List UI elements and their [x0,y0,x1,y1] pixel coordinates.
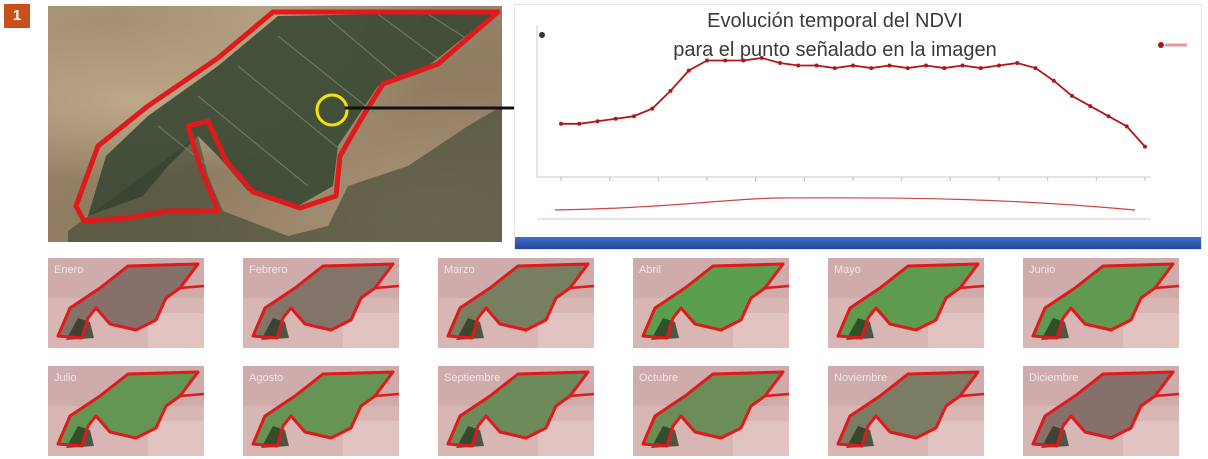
ndvi-point [960,63,965,68]
ndvi-point [759,55,764,60]
thumbnail-month-label: Febrero [249,264,288,276]
thumbnail-month-label: Noviembre [834,372,888,384]
overview-line [554,197,1136,211]
ndvi-point [632,114,636,119]
ndvi-point [997,63,1001,68]
ndvi-point [832,66,837,71]
inner-cut [68,106,502,242]
thumbnail-image [828,366,984,456]
chart-title-line2: para el punto señalado en la imagen [673,39,997,61]
thumbnail-marzo: Marzo [438,258,594,348]
ndvi-point [595,119,600,124]
ndvi-point [1070,93,1074,98]
ndvi-point [705,58,709,63]
thumbnail-image [438,366,594,456]
thumbnail-month-label: Septiembre [444,372,501,384]
ndvi-chart [536,25,1151,220]
legend-marker [1158,42,1187,48]
thumbnail-image [1023,366,1179,456]
ndvi-point [1124,124,1129,129]
chart-dot [539,32,545,38]
thumbnail-image [48,366,204,456]
ndvi-point [1033,66,1038,71]
parcel-area [88,12,496,216]
chart-title: Evolución temporal del NDVI para el punt… [615,7,1055,65]
thumbnail-image [243,258,399,348]
ndvi-point [796,63,801,68]
ndvi-line [561,57,1146,148]
ndvi-point [577,121,582,126]
thumbnail-octubre: Octubre [633,366,789,456]
thumbnail-image [633,258,789,348]
thumbnail-month-label: Abril [639,264,662,276]
thumbnail-image [48,258,204,348]
ndvi-point [613,116,618,121]
thumbnail-image [828,258,984,348]
thumbnail-julio: Julio [48,366,204,456]
ndvi-point [1106,114,1111,119]
thumbnail-month-label: Enero [54,264,84,276]
selected-point-marker [315,93,349,127]
thumbnail-image [1023,258,1179,348]
thumbnail-month-label: Mayo [834,264,861,276]
thumbnail-enero: Enero [48,258,204,348]
thumbnail-month-label: Junio [1029,264,1056,276]
thumbnail-agosto: Agosto [243,366,399,456]
ndvi-point [723,58,728,63]
thumbnail-junio: Junio [1023,258,1179,348]
ndvi-point [741,58,746,63]
thumbnail-diciembre: Diciembre [1023,366,1179,456]
thumbnail-month-label: Marzo [444,264,475,276]
parcel-overlay [68,9,502,242]
ndvi-point [978,66,983,71]
thumbnail-month-label: Diciembre [1029,372,1079,384]
ndvi-point [942,66,947,71]
ndvi-point [887,63,892,68]
thumbnail-mayo: Mayo [828,258,984,348]
thumbnail-image [243,366,399,456]
ndvi-point [869,66,874,71]
ndvi-point [668,88,673,93]
ndvi-point [1143,144,1147,149]
ndvi-point [559,121,563,126]
ndvi-point [650,106,655,111]
thumbnail-abril: Abril [633,258,789,348]
thumbnail-month-label: Julio [54,372,77,384]
thumbnail-febrero: Febrero [243,258,399,348]
ndvi-series [559,55,1147,149]
ndvi-point [905,66,910,71]
ndvi-point [686,68,691,73]
satellite-map [48,6,502,242]
ndvi-point [924,63,928,68]
ndvi-point [814,63,819,68]
chart-status-bar [515,237,1201,249]
ndvi-point [1088,104,1093,109]
thumbnail-image [633,366,789,456]
parcel-outline [73,9,501,224]
figure-number-badge: 1 [4,4,30,28]
thumbnail-month-label: Agosto [249,372,284,384]
ndvi-point [1051,78,1056,83]
thumbnail-septiembre: Septiembre [438,366,594,456]
thumbnail-noviembre: Noviembre [828,366,984,456]
ndvi-chart-panel: Evolución temporal del NDVI para el punt… [514,4,1202,250]
thumbnail-month-label: Octubre [639,372,679,384]
ndvi-point [778,61,782,65]
thumbnail-image [438,258,594,348]
ndvi-point [851,63,855,68]
ndvi-point [1015,61,1020,65]
chart-title-line1: Evolución temporal del NDVI [707,10,963,32]
field-lines [157,13,479,207]
